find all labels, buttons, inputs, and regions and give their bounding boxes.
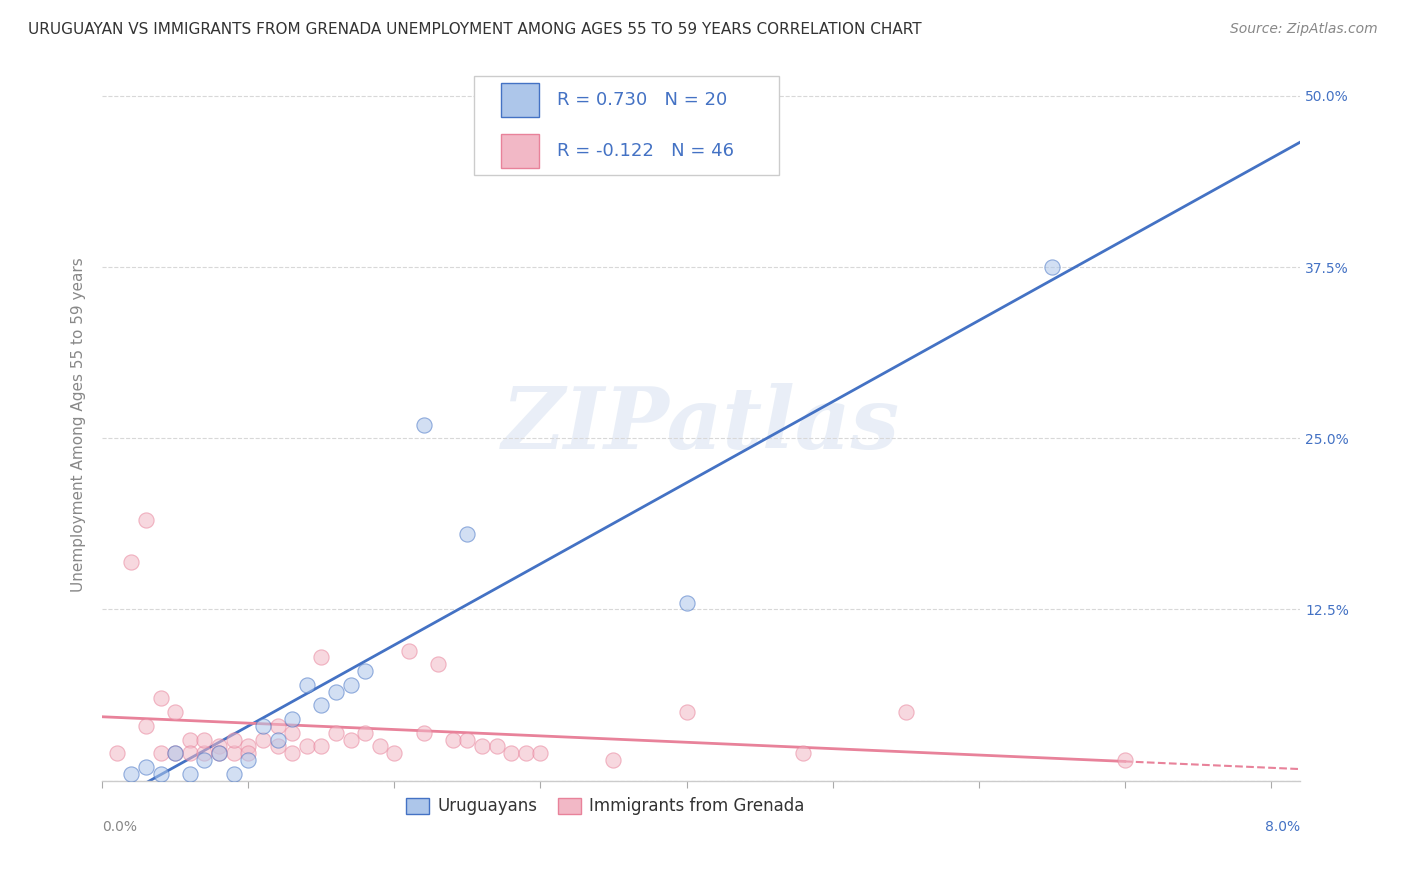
Point [412, 725, 434, 739]
Point [398, 643, 420, 657]
Point [266, 719, 288, 733]
Legend: Uruguayans, Immigrants from Grenada: Uruguayans, Immigrants from Grenada [399, 791, 811, 822]
Point [311, 698, 333, 713]
Point [179, 732, 201, 747]
FancyBboxPatch shape [501, 134, 540, 168]
Point [311, 739, 333, 754]
Point [193, 746, 215, 760]
FancyBboxPatch shape [474, 76, 779, 176]
Point [281, 712, 304, 726]
Point [339, 732, 361, 747]
Text: R = -0.122   N = 46: R = -0.122 N = 46 [557, 142, 734, 160]
Point [238, 753, 260, 767]
Point [515, 746, 537, 760]
Text: URUGUAYAN VS IMMIGRANTS FROM GRENADA UNEMPLOYMENT AMONG AGES 55 TO 59 YEARS CORR: URUGUAYAN VS IMMIGRANTS FROM GRENADA UNE… [28, 22, 922, 37]
Point [238, 746, 260, 760]
Point [266, 739, 288, 754]
Point [529, 746, 551, 760]
Point [135, 760, 157, 774]
Point [456, 527, 478, 541]
Point [602, 753, 624, 767]
Point [179, 766, 201, 780]
Point [354, 664, 377, 678]
Point [208, 746, 231, 760]
Point [485, 739, 508, 754]
Point [238, 739, 260, 754]
Point [135, 513, 157, 527]
Point [382, 746, 405, 760]
Point [295, 678, 318, 692]
Point [149, 766, 172, 780]
Point [441, 732, 464, 747]
Point [1040, 260, 1063, 274]
Point [179, 746, 201, 760]
Point [339, 678, 361, 692]
Point [120, 766, 142, 780]
Point [165, 746, 187, 760]
Point [675, 596, 697, 610]
Point [149, 691, 172, 706]
Point [193, 732, 215, 747]
Point [456, 732, 478, 747]
Point [675, 705, 697, 719]
FancyBboxPatch shape [501, 83, 540, 117]
Point [105, 746, 128, 760]
Point [325, 684, 347, 698]
Point [295, 739, 318, 754]
Point [311, 650, 333, 665]
Point [894, 705, 917, 719]
Point [149, 746, 172, 760]
Point [368, 739, 391, 754]
Text: 0.0%: 0.0% [103, 820, 138, 834]
Point [208, 746, 231, 760]
Point [193, 753, 215, 767]
Point [208, 739, 231, 754]
Point [165, 705, 187, 719]
Point [412, 417, 434, 432]
Point [252, 732, 274, 747]
Point [165, 746, 187, 760]
Point [222, 746, 245, 760]
Text: Source: ZipAtlas.com: Source: ZipAtlas.com [1230, 22, 1378, 37]
Point [281, 746, 304, 760]
Point [471, 739, 494, 754]
Point [252, 719, 274, 733]
Point [427, 657, 450, 672]
Point [501, 746, 523, 760]
Point [266, 732, 288, 747]
Text: ZIPatlas: ZIPatlas [502, 383, 900, 467]
Point [222, 732, 245, 747]
Point [325, 725, 347, 739]
Text: 8.0%: 8.0% [1265, 820, 1301, 834]
Y-axis label: Unemployment Among Ages 55 to 59 years: Unemployment Among Ages 55 to 59 years [72, 257, 86, 592]
Point [281, 725, 304, 739]
Text: R = 0.730   N = 20: R = 0.730 N = 20 [557, 91, 728, 109]
Point [1114, 753, 1136, 767]
Point [120, 555, 142, 569]
Point [354, 725, 377, 739]
Point [222, 766, 245, 780]
Point [135, 719, 157, 733]
Point [792, 746, 814, 760]
